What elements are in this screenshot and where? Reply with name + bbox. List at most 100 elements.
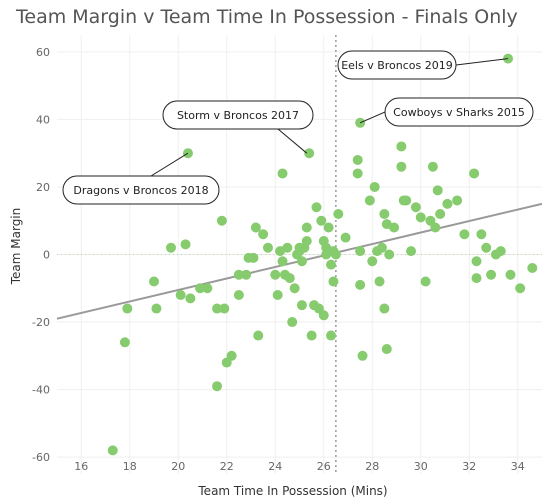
- data-point: [250, 222, 261, 233]
- data-point: [515, 283, 526, 294]
- data-point: [326, 330, 337, 341]
- data-point: [355, 279, 366, 290]
- data-point: [202, 283, 213, 294]
- data-point: [119, 337, 130, 348]
- chart-title: Team Margin v Team Time In Possession - …: [16, 6, 518, 28]
- x-tick-label: 22: [220, 460, 234, 473]
- data-point: [384, 249, 395, 260]
- data-point: [270, 269, 281, 280]
- y-tick-label: 20: [36, 181, 50, 194]
- y-tick-label: -60: [32, 451, 50, 464]
- data-point: [296, 300, 307, 311]
- annotation-label: Dragons v Broncos 2018: [73, 184, 208, 197]
- data-point: [527, 263, 538, 274]
- data-point: [289, 283, 300, 294]
- data-point: [296, 256, 307, 267]
- data-point: [277, 168, 288, 179]
- data-point: [357, 350, 368, 361]
- data-point: [459, 229, 470, 240]
- data-point: [364, 195, 375, 206]
- data-point: [107, 445, 118, 456]
- data-point: [481, 242, 492, 253]
- data-point: [401, 195, 412, 206]
- data-point: [212, 381, 223, 392]
- x-tick-label: 24: [268, 460, 282, 473]
- data-point: [430, 222, 441, 233]
- data-point: [175, 290, 186, 301]
- data-point: [122, 303, 133, 314]
- data-point: [452, 195, 463, 206]
- annotation-pointer: [359, 111, 386, 124]
- annotation-pointer: [150, 152, 189, 177]
- data-point: [277, 256, 288, 267]
- data-point: [396, 141, 407, 152]
- data-point: [318, 310, 329, 321]
- data-point: [369, 181, 380, 192]
- x-tick-label: 28: [365, 460, 379, 473]
- annotation-label: Storm v Broncos 2017: [177, 109, 299, 122]
- data-point: [282, 242, 293, 253]
- data-point: [323, 222, 334, 233]
- data-point: [326, 259, 337, 270]
- data-point: [316, 215, 327, 226]
- data-point: [442, 198, 453, 209]
- x-axis-ticks: 16 18 20 22 24 26 28 30 32 34: [74, 460, 525, 473]
- data-point: [151, 303, 162, 314]
- x-tick-label: 16: [74, 460, 88, 473]
- x-tick-label: 18: [123, 460, 137, 473]
- annotation-pointer: [277, 128, 308, 154]
- x-axis-label: Team Time In Possession (Mins): [197, 484, 387, 498]
- data-point: [355, 246, 366, 257]
- data-point: [149, 276, 159, 287]
- data-point: [406, 246, 417, 257]
- data-point: [476, 229, 487, 240]
- data-point: [216, 215, 227, 226]
- data-point: [248, 252, 259, 263]
- reference-lines: [57, 35, 542, 474]
- y-tick-label: 0: [43, 249, 50, 262]
- y-axis-label: Team Margin: [9, 208, 23, 286]
- data-point: [367, 256, 378, 267]
- data-point: [340, 232, 351, 243]
- x-tick-label: 26: [317, 460, 331, 473]
- data-point: [427, 161, 438, 172]
- data-point: [185, 293, 196, 304]
- data-point: [379, 303, 390, 314]
- data-point: [333, 208, 344, 219]
- data-point: [471, 256, 482, 267]
- data-point: [396, 161, 407, 172]
- data-point: [352, 168, 363, 179]
- data-point: [233, 269, 244, 280]
- data-point: [420, 276, 431, 287]
- y-axis-ticks: -60 -40 -20 0 20 40 60: [32, 46, 50, 464]
- data-point: [410, 202, 421, 213]
- data-point: [432, 185, 443, 196]
- y-tick-label: 40: [36, 113, 50, 126]
- data-point: [180, 239, 191, 250]
- annotation-box: [162, 100, 314, 130]
- annotation-label: Cowboys v Sharks 2015: [393, 106, 525, 119]
- annotation-box: [384, 97, 534, 127]
- annotation-label: Eels v Broncos 2019: [341, 59, 453, 72]
- data-point: [195, 283, 206, 294]
- data-point: [226, 350, 237, 361]
- data-point: [165, 242, 176, 253]
- x-tick-label: 30: [414, 460, 428, 473]
- data-point: [389, 222, 400, 233]
- y-tick-label: 60: [36, 46, 50, 59]
- data-point: [241, 269, 252, 280]
- data-point: [469, 168, 480, 179]
- annotation-pointer: [455, 58, 509, 66]
- data-point: [381, 344, 392, 355]
- annotation-box: [337, 50, 457, 80]
- x-tick-label: 32: [462, 460, 476, 473]
- data-point: [258, 229, 269, 240]
- data-point: [379, 208, 390, 219]
- data-point: [415, 212, 426, 223]
- data-point: [233, 290, 244, 301]
- data-point: [505, 269, 516, 280]
- data-point: [495, 246, 506, 257]
- data-point: [301, 222, 312, 233]
- data-point: [272, 290, 283, 301]
- annotation-box: [62, 175, 220, 205]
